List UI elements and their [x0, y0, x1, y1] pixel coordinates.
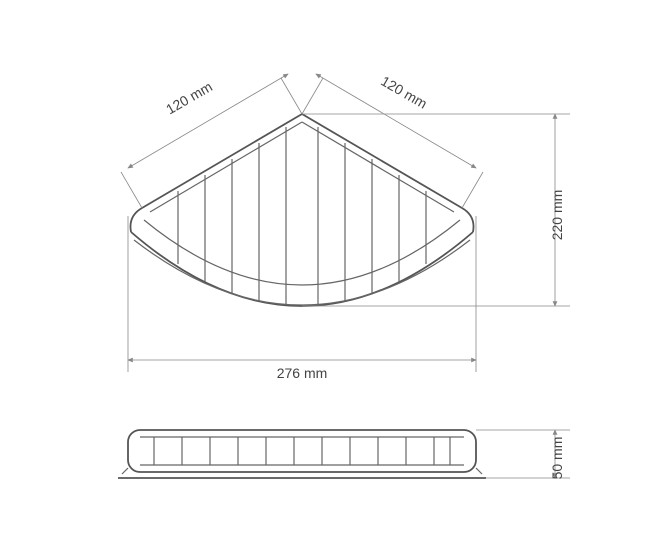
dim-top-left-edge: 120 mm — [121, 74, 302, 208]
dim-top-right-edge: 120 mm — [302, 73, 483, 208]
dim-label: 276 mm — [277, 365, 328, 381]
top-view-bars — [178, 127, 426, 305]
side-view: 50 mm — [118, 430, 570, 479]
dim-label: 50 mm — [549, 437, 565, 480]
dim-side-height: 50 mm — [476, 430, 570, 479]
dim-height-220: 220 mm — [302, 114, 570, 306]
dim-label: 120 mm — [378, 73, 430, 112]
top-view: 120 mm 120 mm 220 mm 276 mm — [121, 73, 570, 381]
side-view-bars — [154, 437, 450, 465]
dim-label: 220 mm — [549, 190, 565, 241]
dim-label: 120 mm — [163, 78, 215, 117]
dim-width-276: 276 mm — [128, 216, 476, 381]
technical-drawing-svg: 120 mm 120 mm 220 mm 276 mm — [0, 0, 660, 550]
drawing-canvas: 120 mm 120 mm 220 mm 276 mm — [0, 0, 660, 550]
